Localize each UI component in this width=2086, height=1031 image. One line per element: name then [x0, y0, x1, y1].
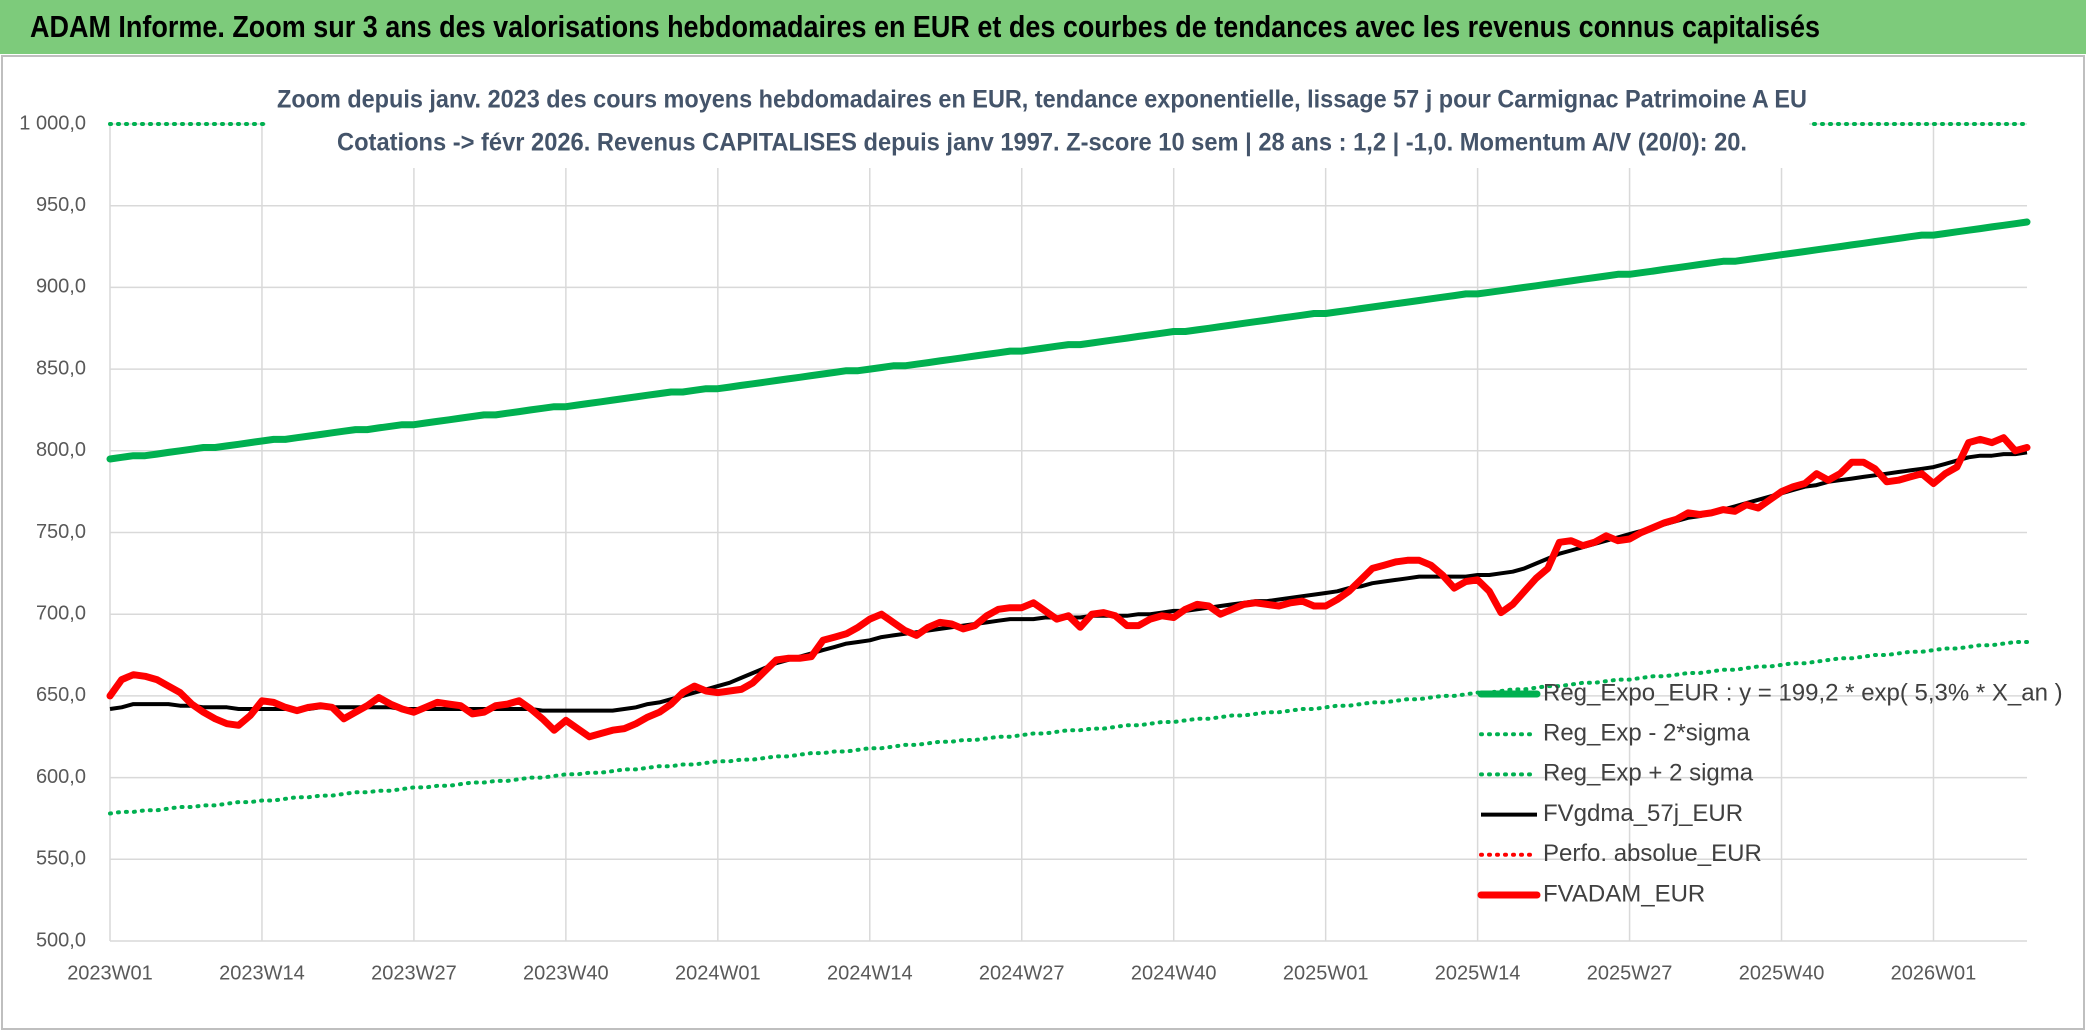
x-tick-label: 2025W01 [1283, 962, 1369, 984]
y-tick-label: 600,0 [36, 766, 86, 788]
x-tick-label: 2023W40 [523, 962, 609, 984]
legend: Reg_Expo_EUR : y = 199,2 * exp( 5,3% * X… [1477, 679, 2063, 907]
x-tick-label: 2023W14 [219, 962, 305, 984]
x-tick-label: 2024W40 [1131, 962, 1217, 984]
header-title: ADAM Informe. Zoom sur 3 ans des valoris… [30, 9, 1820, 44]
header-bar [0, 0, 2086, 54]
x-tick-label: 2023W01 [67, 962, 153, 984]
y-tick-label: 700,0 [36, 602, 86, 624]
chart-subtitle: Cotations -> févr 2026. Revenus CAPITALI… [337, 129, 1747, 157]
x-tick-label: 2024W27 [979, 962, 1065, 984]
x-tick-label: 2025W40 [1739, 962, 1825, 984]
y-tick-label: 800,0 [36, 439, 86, 461]
legend-label: Reg_Exp - 2*sigma [1543, 720, 1750, 747]
x-tick-label: 2025W14 [1435, 962, 1521, 984]
chart-frame [1, 55, 2085, 1030]
chart-title: Zoom depuis janv. 2023 des cours moyens … [277, 86, 1807, 114]
y-tick-label: 650,0 [36, 684, 86, 706]
y-tick-label: 950,0 [36, 194, 86, 216]
legend-label: Perfo. absolue_EUR [1543, 840, 1762, 867]
y-tick-label: 550,0 [36, 848, 86, 870]
series-line [106, 218, 2031, 463]
y-tick-label: 850,0 [36, 357, 86, 379]
series-line [108, 640, 2029, 816]
x-tick-label: 2025W27 [1587, 962, 1673, 984]
y-tick-label: 500,0 [36, 929, 86, 951]
x-tick-label: 2026W01 [1891, 962, 1977, 984]
x-tick-label: 2024W14 [827, 962, 913, 984]
grid: 500,0 550,0 600,0 650,0 700,0 750,0 800,0 850,0… [19, 112, 2027, 984]
legend-label: FVgdma_57j_EUR [1543, 800, 1743, 827]
legend-label: Reg_Exp + 2 sigma [1543, 760, 1754, 787]
y-tick-label: 900,0 [36, 276, 86, 298]
x-tick-label: 2024W01 [675, 962, 761, 984]
legend-label: Reg_Expo_EUR : y = 199,2 * exp( 5,3% * X… [1543, 679, 2063, 706]
y-tick-label: 1 000,0 [19, 112, 86, 134]
legend-label: FVADAM_EUR [1543, 880, 1705, 907]
series-line [106, 434, 2031, 741]
y-tick-label: 750,0 [36, 521, 86, 543]
title-box [266, 80, 1809, 168]
x-tick-label: 2023W27 [371, 962, 457, 984]
